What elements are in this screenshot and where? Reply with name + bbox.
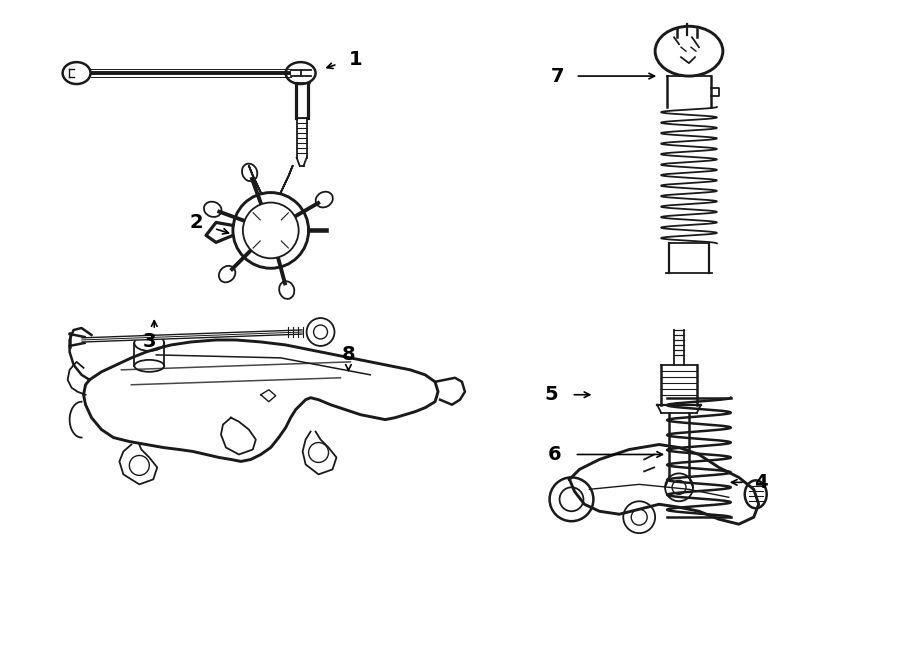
Text: 4: 4 [754, 473, 768, 492]
Text: 1: 1 [348, 50, 362, 69]
Text: 2: 2 [189, 213, 202, 232]
Text: 7: 7 [551, 67, 564, 85]
Text: 6: 6 [548, 445, 562, 464]
Text: 8: 8 [342, 346, 356, 364]
Text: 3: 3 [142, 332, 156, 352]
Text: 5: 5 [544, 385, 558, 405]
